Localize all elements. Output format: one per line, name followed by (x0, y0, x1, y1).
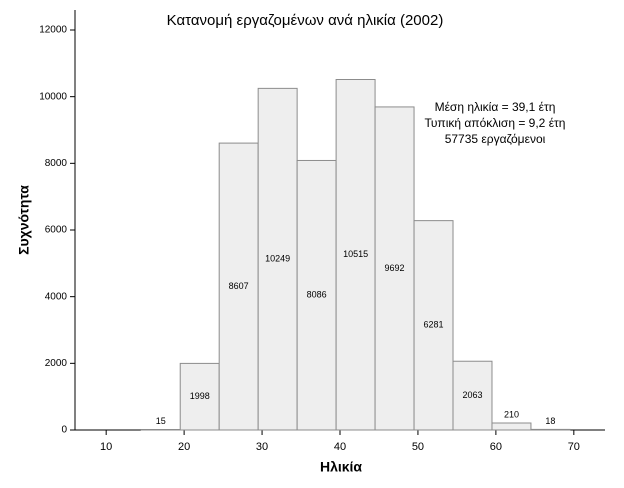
value-label: 18 (545, 416, 555, 426)
y-tick-label: 8000 (45, 158, 68, 169)
value-label: 8607 (229, 281, 249, 291)
y-tick-label: 10000 (39, 91, 67, 102)
bar (257, 87, 298, 431)
bar (179, 362, 220, 431)
bar (218, 142, 259, 431)
value-label: 10515 (343, 249, 368, 259)
x-tick-label: 20 (178, 441, 190, 453)
bar (530, 428, 571, 431)
value-label: 2063 (462, 390, 482, 400)
bar (413, 220, 454, 431)
value-label: 15 (156, 416, 166, 426)
bar (491, 422, 532, 431)
x-tick-label: 50 (412, 441, 424, 453)
y-tick-label: 12000 (39, 25, 67, 36)
bar (374, 106, 415, 431)
value-label: 9692 (385, 263, 405, 273)
y-tick-label: 6000 (45, 225, 68, 236)
value-label: 1998 (190, 391, 210, 401)
x-tick-label: 40 (334, 441, 346, 453)
value-label: 8086 (307, 290, 327, 300)
x-tick-label: 70 (568, 441, 580, 453)
x-tick-label: 10 (100, 441, 112, 453)
x-axis-label: Ηλικία (320, 459, 362, 475)
bar (335, 79, 376, 431)
y-tick-label: 0 (61, 425, 67, 436)
chart-title: Κατανομή εργαζομένων ανά ηλικία (2002) (167, 12, 444, 29)
value-label: 10249 (265, 254, 290, 264)
bar (452, 360, 493, 431)
y-tick-label: 2000 (45, 358, 68, 369)
value-label: 6281 (424, 320, 444, 330)
x-tick-label: 60 (490, 441, 502, 453)
annotation: Μέση ηλικία = 39,1 έτη (435, 100, 556, 114)
value-label: 210 (504, 409, 519, 419)
annotation: Τυπική απόκλιση = 9,2 έτη (425, 116, 566, 130)
y-axis-label: Συχνότητα (16, 185, 32, 255)
y-tick-label: 4000 (45, 291, 68, 302)
annotation: 57735 εργαζόμενοι (445, 132, 546, 146)
x-tick-label: 30 (256, 441, 268, 453)
bar (140, 429, 181, 431)
bar (296, 159, 337, 431)
